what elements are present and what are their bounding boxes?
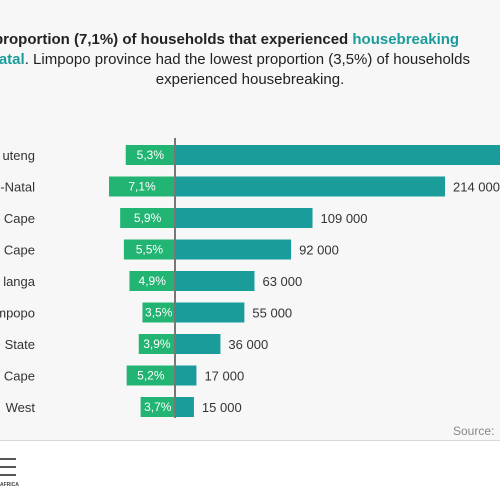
- count-label: 17 000: [204, 369, 244, 384]
- count-bar: [175, 302, 245, 323]
- count-bar: [175, 176, 445, 197]
- category-label: Cape: [4, 211, 35, 226]
- count-label: 214 000: [453, 180, 500, 195]
- title-line-1-text: proportion (7,1%) of households that exp…: [0, 31, 353, 48]
- title-highlight-housebreaking: housebreaking: [352, 31, 460, 48]
- category-label: -Natal: [0, 180, 35, 195]
- count-bar: [175, 334, 221, 354]
- category-label: State: [5, 337, 35, 352]
- proportion-label: 5,9%: [134, 211, 162, 225]
- proportion-bar: [142, 302, 175, 323]
- count-label: 15 000: [202, 400, 242, 415]
- proportion-bar: [129, 271, 175, 291]
- logo-text: AFRICA: [0, 482, 19, 488]
- proportion-label: 3,9%: [143, 337, 171, 351]
- category-label: Cape: [4, 369, 35, 384]
- count-bar: [175, 397, 194, 417]
- proportion-bar: [123, 239, 175, 260]
- count-bar: [175, 239, 292, 260]
- title-highlight-natal: Natal: [0, 51, 25, 68]
- category-label: Cape: [4, 243, 35, 258]
- count-label: 109 000: [321, 211, 368, 226]
- proportion-label: 3,5%: [145, 306, 173, 320]
- proportion-label: 5,5%: [136, 243, 164, 257]
- proportion-bar: [120, 208, 175, 228]
- proportion-label: 4,9%: [139, 274, 167, 288]
- title-line-2-text: . Limpopo province had the lowest propor…: [24, 51, 470, 68]
- category-label: uteng: [2, 148, 35, 163]
- proportion-label: 3,7%: [144, 400, 172, 414]
- category-label: West: [6, 400, 36, 415]
- count-bar: [175, 271, 255, 291]
- proportion-bar: [109, 176, 175, 197]
- count-label: 92 000: [299, 243, 339, 258]
- logo-icon: [0, 452, 16, 486]
- category-label: langa: [3, 274, 36, 289]
- proportion-bar: [125, 145, 175, 165]
- count-label: 63 000: [262, 274, 302, 289]
- count-label: 36 000: [228, 337, 268, 352]
- count-bar: [175, 145, 500, 165]
- proportion-bar: [126, 365, 175, 386]
- proportion-bar: [138, 334, 175, 354]
- proportion-bar: [140, 397, 175, 417]
- title-line-1: proportion (7,1%) of households that exp…: [0, 30, 459, 50]
- source-label: Source:: [453, 424, 495, 438]
- title-line-3: experienced housebreaking.: [155, 71, 345, 88]
- category-label: mpopo: [0, 306, 35, 321]
- title-line-2: Natal. Limpopo province had the lowest p…: [0, 50, 470, 70]
- back-to-back-bar-chart: uteng 5,3% -Natal 7,1% 214 000 Cape 5,9% 109 00…: [0, 138, 500, 418]
- count-bar: [175, 365, 197, 386]
- count-bar: [175, 208, 313, 228]
- proportion-label: 5,2%: [137, 369, 165, 383]
- proportion-label: 7,1%: [128, 180, 156, 194]
- proportion-label: 5,3%: [137, 148, 165, 162]
- count-label: 55 000: [252, 306, 292, 321]
